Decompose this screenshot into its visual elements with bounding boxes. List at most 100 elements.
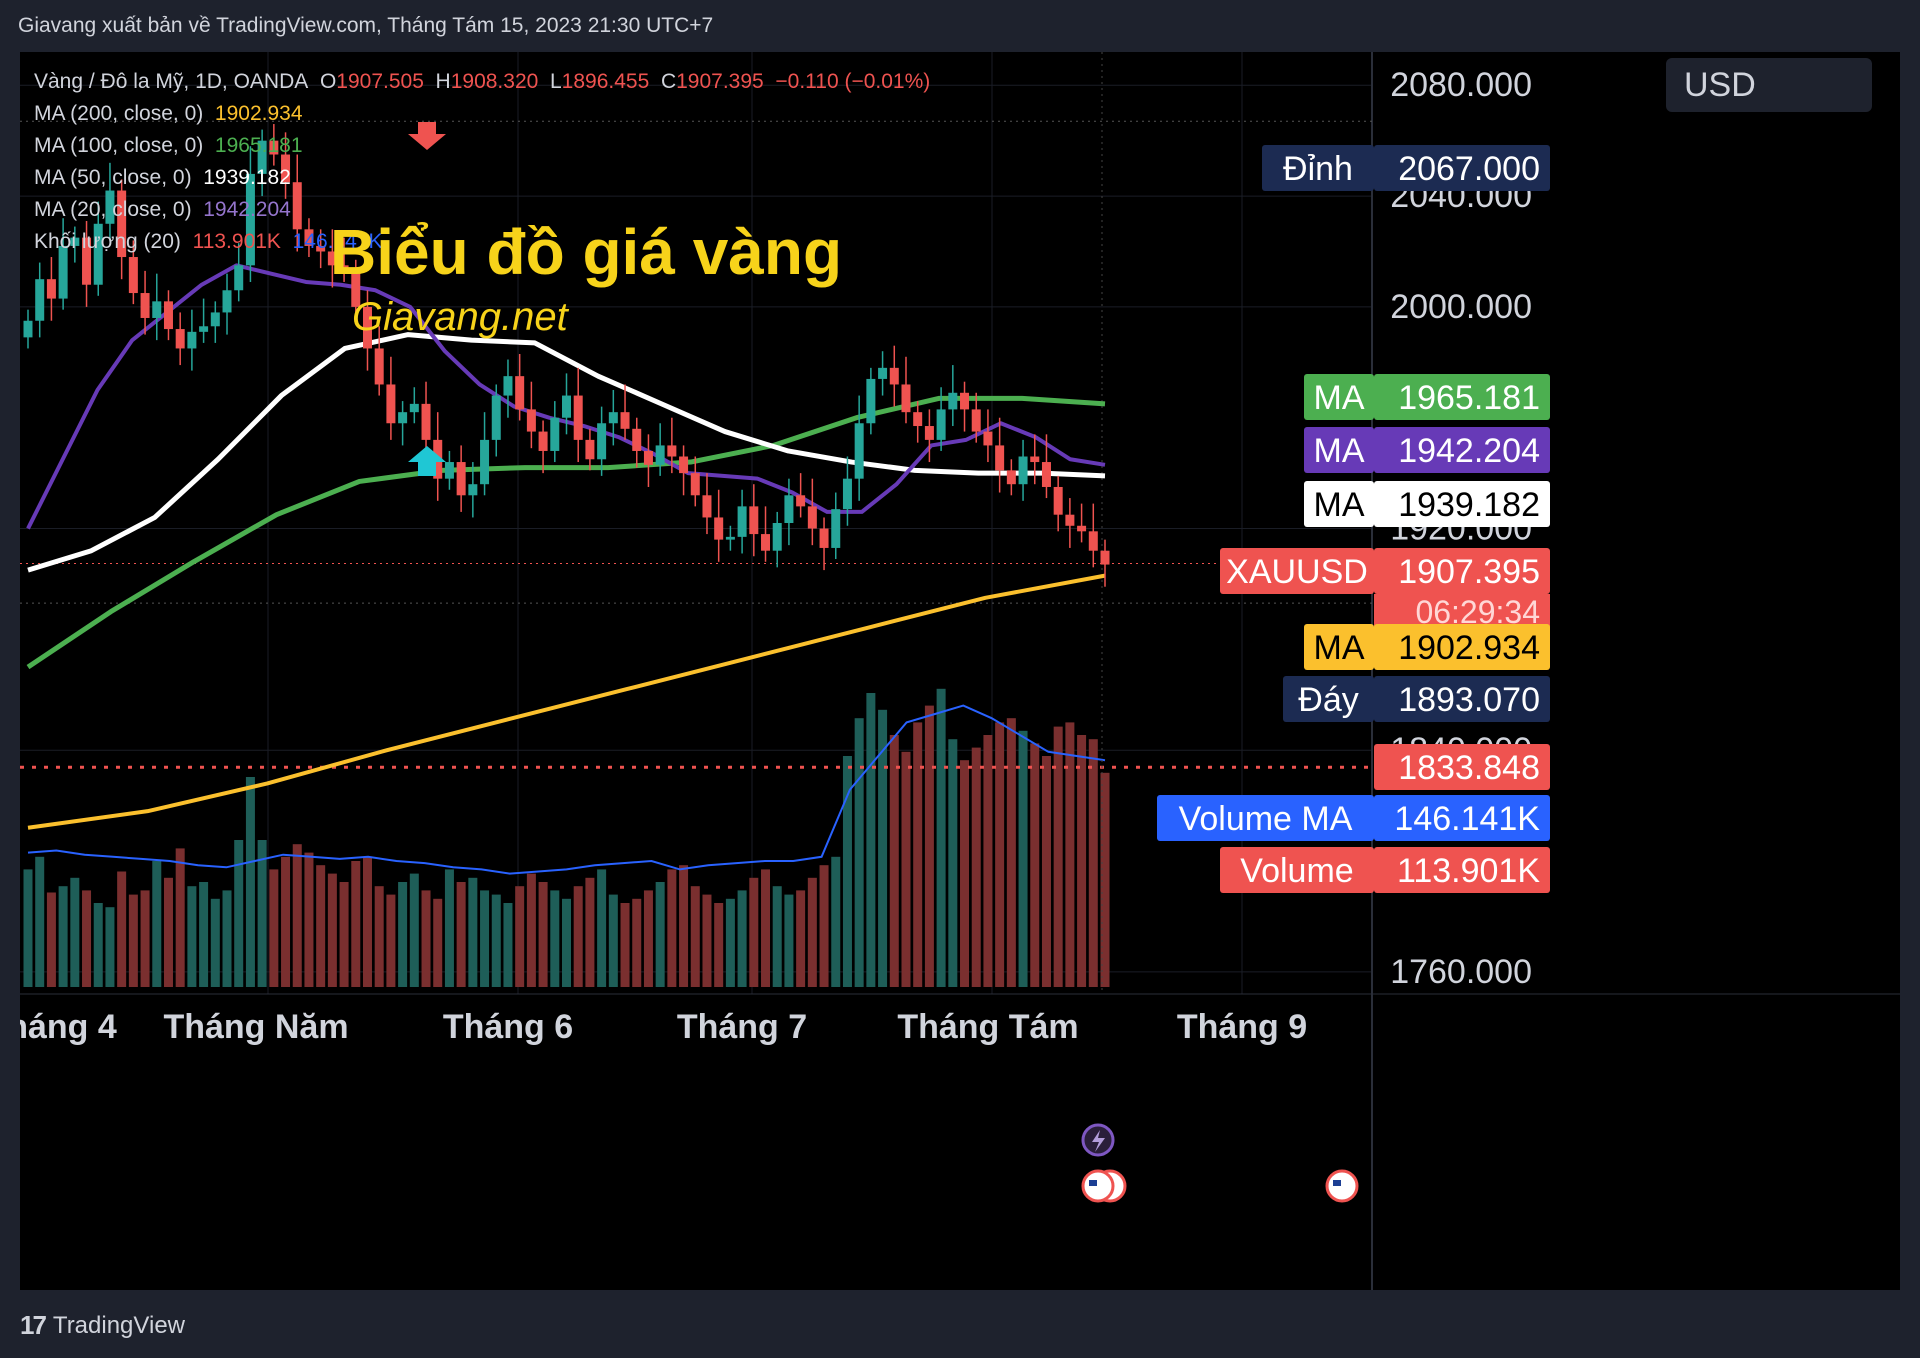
volume-bar <box>491 894 501 987</box>
volume-bar <box>1041 756 1051 987</box>
volume-bar <box>82 890 92 987</box>
volume-bar <box>690 886 700 987</box>
volume-bar <box>854 718 864 987</box>
legend-symbol: Vàng / Đô la Mỹ, 1D, OANDA <box>34 70 309 93</box>
candle-body <box>128 257 138 294</box>
candle-body <box>23 320 33 338</box>
candle-body <box>409 403 419 413</box>
candle-body <box>1077 525 1087 532</box>
volume-bar <box>842 756 852 987</box>
candle-body <box>257 140 267 174</box>
currency-selector[interactable]: USD <box>1666 58 1872 112</box>
volume-bar <box>913 722 923 987</box>
watermark-title: Biểu đồ giá vàng <box>330 216 843 288</box>
volume-bar <box>995 722 1005 987</box>
volume-bar <box>386 894 396 987</box>
volume-bar <box>948 739 958 987</box>
volume-bar <box>960 760 970 987</box>
candle-body <box>761 534 771 551</box>
price-label-tag: Volume MA <box>1179 800 1353 838</box>
volume-bar <box>199 882 209 987</box>
candle-body <box>608 412 618 424</box>
legend-volume-row[interactable]: Khối lượng (20) 113.901K 146.141K <box>34 226 930 258</box>
candle-body <box>1100 550 1110 565</box>
volume-bar <box>1018 730 1028 987</box>
price-label-box <box>1374 744 1550 790</box>
x-tick-label: Tháng 7 <box>677 1008 807 1046</box>
legend-close: 1907.395 <box>676 70 764 93</box>
candle-body <box>35 279 45 321</box>
candle-body <box>526 409 536 432</box>
candle-body <box>655 445 665 465</box>
chart-area[interactable]: 2080.0002040.0002000.0001920.0001840.000… <box>20 52 1900 1290</box>
volume-bar <box>210 898 220 987</box>
price-label-value: 1965.181 <box>1398 379 1540 417</box>
price-label-tag-box <box>1304 624 1374 670</box>
volume-bar <box>1100 772 1110 987</box>
candle-body <box>58 245 68 299</box>
legend-symbol-row[interactable]: Vàng / Đô la Mỹ, 1D, OANDA O1907.505 H19… <box>34 66 930 98</box>
candle-body <box>234 265 244 291</box>
tradingview-logo-icon[interactable]: 17 <box>20 1310 47 1340</box>
volume-bar <box>163 877 173 987</box>
candle-body <box>948 392 958 410</box>
volume-bar <box>1030 743 1040 987</box>
price-label-tag: MA <box>1314 486 1365 524</box>
chart-watermark: Biểu đồ giá vàng Giavang.net <box>330 212 842 342</box>
legend-low-label: L <box>549 70 562 93</box>
price-label-value: 1907.395 <box>1398 553 1540 591</box>
candle-body <box>749 506 759 535</box>
volume-bar <box>351 861 361 987</box>
candle-body <box>620 412 630 429</box>
candle-body <box>632 428 642 451</box>
volume-bar <box>901 751 911 987</box>
candle-body <box>784 495 794 523</box>
volume-bar <box>749 877 759 987</box>
candle-body <box>456 462 466 496</box>
volume-bar <box>550 890 560 987</box>
price-label-tag: XAUUSD <box>1226 553 1368 591</box>
candle-body <box>210 312 220 327</box>
candle-body <box>187 331 197 349</box>
price-label-box <box>1374 374 1550 420</box>
candle-body <box>327 251 337 266</box>
price-label-value: 1833.848 <box>1398 749 1540 787</box>
candle-body <box>725 536 735 540</box>
volume-bar <box>608 894 618 987</box>
volume-bar <box>105 907 115 987</box>
price-label-value: 146.141K <box>1394 800 1540 838</box>
legend-ma20-row[interactable]: MA (20, close, 0) 1942.204 <box>34 194 930 226</box>
volume-bar <box>643 890 653 987</box>
price-label-value: 1939.182 <box>1398 486 1540 524</box>
legend-ma50-row[interactable]: MA (50, close, 0) 1939.182 <box>34 162 930 194</box>
legend-ma100-row[interactable]: MA (100, close, 0) 1965.181 <box>34 130 930 162</box>
volume-bar <box>152 861 162 987</box>
volume-bar <box>737 890 747 987</box>
legend-open: 1907.505 <box>336 70 424 93</box>
volume-bar <box>117 871 127 987</box>
volume-bar <box>421 890 431 987</box>
volume-bar <box>1053 726 1063 987</box>
x-tick-label: Tháng Năm <box>163 1008 348 1046</box>
volume-bar <box>562 898 571 987</box>
volume-bar <box>70 877 80 987</box>
footer-brand[interactable]: TradingView <box>52 1311 185 1339</box>
volume-bar <box>597 869 607 987</box>
price-label-tag-box <box>1262 145 1374 191</box>
x-tick-label: háng 4 <box>20 1008 117 1046</box>
legend-ma200-row[interactable]: MA (200, close, 0) 1902.934 <box>34 98 930 130</box>
candle-body <box>796 495 806 507</box>
y-tick-label: 1760.000 <box>1390 953 1532 991</box>
price-label-tag: MA <box>1314 432 1365 470</box>
volume-bar <box>187 886 197 987</box>
candle-body <box>503 376 513 396</box>
price-chart[interactable]: 2080.0002040.0002000.0001920.0001840.000… <box>20 52 1900 1290</box>
legend-close-label: C <box>660 70 677 93</box>
legend-high-label: H <box>435 70 451 93</box>
volume-bar <box>831 856 841 987</box>
volume-bar <box>58 886 68 987</box>
volume-bar <box>480 890 490 987</box>
volume-bar <box>234 840 244 987</box>
volume-bar <box>936 688 946 987</box>
candle-body <box>339 265 349 271</box>
